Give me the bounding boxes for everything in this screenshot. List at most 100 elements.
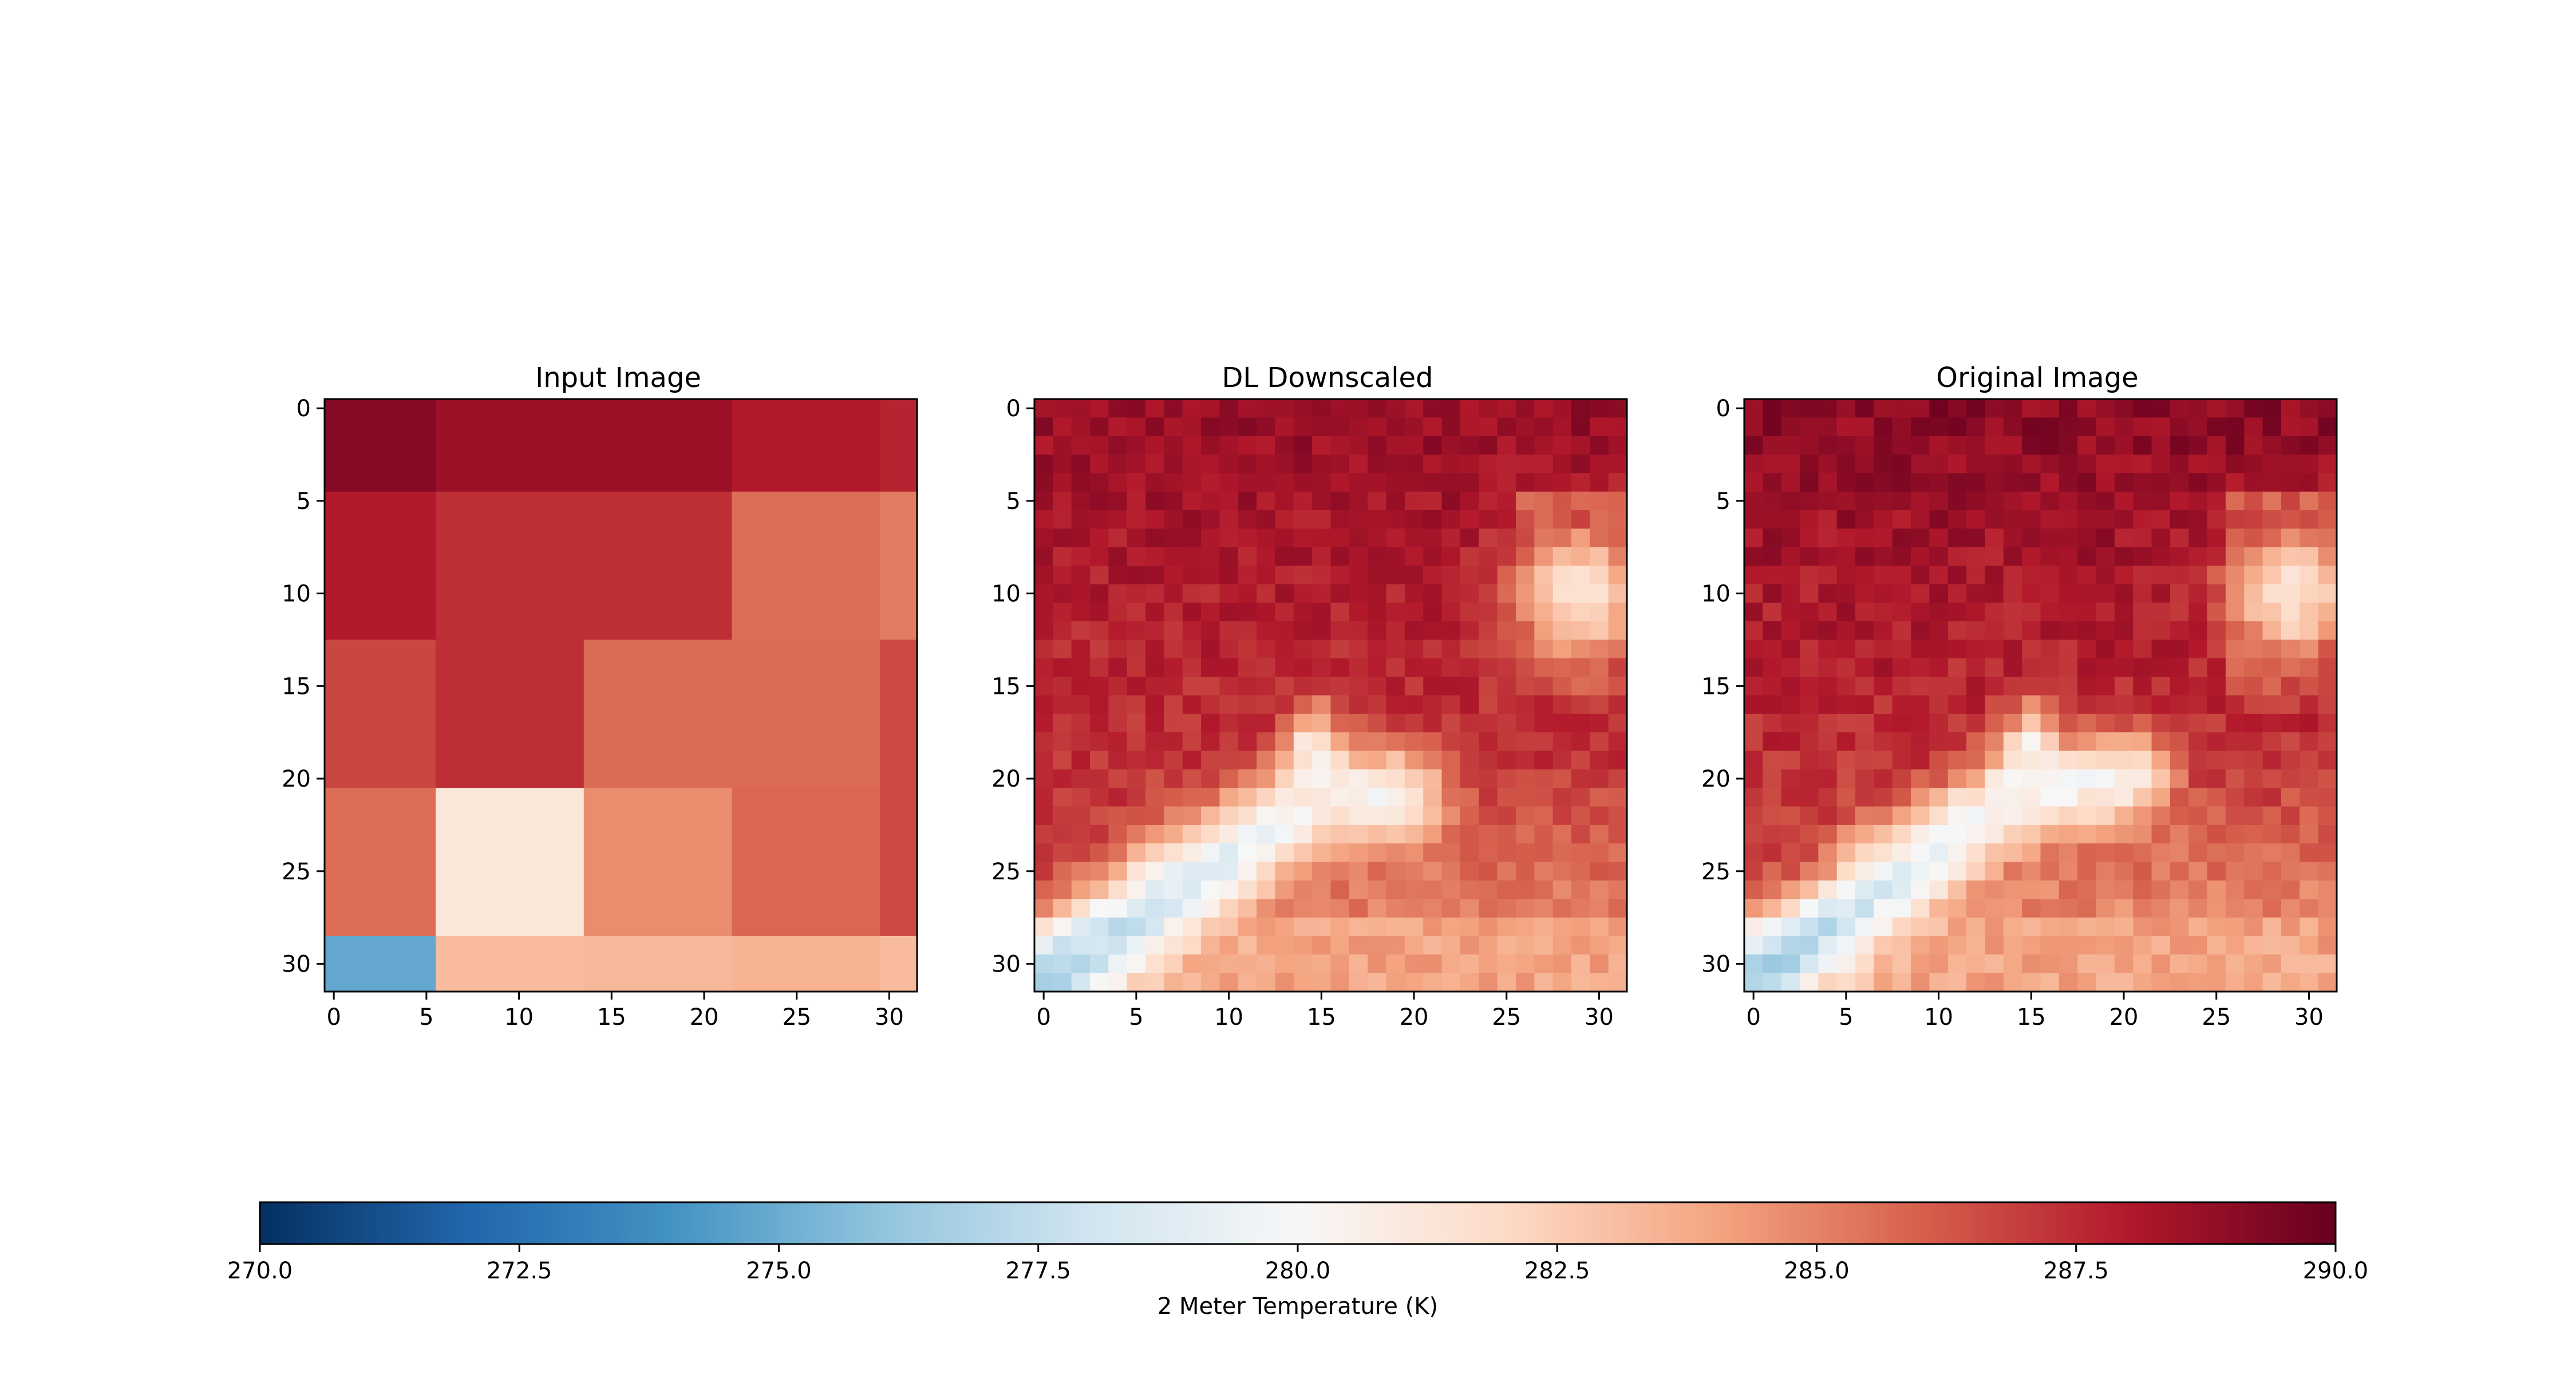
heatmap-cell [1349, 602, 1368, 622]
heatmap-cell [2225, 417, 2245, 437]
heatmap-cell [1108, 695, 1128, 714]
heatmap-cell [2059, 695, 2078, 714]
heatmap-cell [1929, 732, 1949, 752]
heatmap-cell [2133, 566, 2152, 585]
heatmap-cell [1293, 862, 1313, 881]
heatmap-cell [1892, 491, 1911, 511]
heatmap-cell [1386, 639, 1405, 659]
heatmap-cell [1071, 862, 1091, 881]
heatmap-cell [2244, 473, 2263, 492]
heatmap-cell [1855, 436, 1875, 455]
heatmap-cell [1515, 510, 1535, 530]
heatmap-cell [2188, 751, 2208, 770]
heatmap-cell [1911, 528, 1930, 548]
heatmap-cell [1441, 824, 1461, 844]
heatmap-cell [1608, 751, 1627, 770]
heatmap-cell [1257, 566, 1276, 585]
heatmap-cell [1368, 510, 1387, 530]
heatmap-cell [1460, 455, 1479, 473]
heatmap-cell [2170, 935, 2189, 955]
heatmap-cell [1127, 510, 1146, 530]
heatmap-cell [325, 935, 436, 992]
heatmap-cell [1386, 417, 1405, 437]
heatmap-cell [1479, 491, 1498, 511]
heatmap-cell [1201, 880, 1220, 899]
heatmap-cell [2077, 843, 2097, 863]
heatmap-cell [1201, 528, 1220, 548]
heatmap-cell [1441, 473, 1461, 492]
heatmap-cell [1781, 935, 1800, 955]
heatmap-cell [2003, 455, 2022, 473]
heatmap-cell [1201, 843, 1220, 863]
heatmap-cell [1534, 436, 1554, 455]
heatmap-cell [2318, 732, 2337, 752]
heatmap-cell [1515, 824, 1535, 844]
heatmap-cell [1349, 510, 1368, 530]
heatmap-cell [1404, 399, 1424, 418]
heatmap-cell [1108, 602, 1128, 622]
heatmap-cell [1985, 510, 2004, 530]
heatmap-cell [1275, 862, 1294, 881]
heatmap-cell [1966, 954, 1986, 974]
heatmap-cell [1145, 455, 1165, 473]
heatmap-cell [1275, 602, 1294, 622]
heatmap-cell [1201, 862, 1220, 881]
heatmap-cell [1929, 677, 1949, 696]
heatmap-cell [1744, 677, 1763, 696]
heatmap-cell [1571, 677, 1590, 696]
heatmap-cell [2059, 824, 2078, 844]
x-tick-label: 20 [2109, 1004, 2139, 1030]
heatmap-cell [1947, 399, 1967, 418]
heatmap-cell [1312, 824, 1332, 844]
heatmap-cell [1257, 528, 1276, 548]
heatmap-cell [1552, 602, 1572, 622]
heatmap-cell [1441, 769, 1461, 788]
heatmap-cell [2300, 639, 2319, 659]
heatmap-cell [2244, 751, 2263, 770]
heatmap-cell [1219, 399, 1239, 418]
heatmap-cell [2022, 713, 2041, 733]
colorbar-tick-label: 272.5 [487, 1258, 552, 1284]
heatmap-cell [1892, 788, 1911, 807]
heatmap-cell [1781, 732, 1800, 752]
heatmap-cell [2096, 935, 2115, 955]
heatmap-cell [1571, 602, 1590, 622]
heatmap-cell [1855, 751, 1875, 770]
heatmap-cell [2003, 713, 2022, 733]
heatmap-cell [1330, 436, 1350, 455]
heatmap-cell [2114, 843, 2134, 863]
heatmap-cell [2281, 935, 2300, 955]
heatmap-cell [2077, 751, 2097, 770]
heatmap-cell [1423, 713, 1443, 733]
heatmap-cell [1818, 713, 1838, 733]
heatmap-cell [2151, 602, 2171, 622]
heatmap-cell [2262, 455, 2282, 473]
heatmap-cell [2077, 769, 2097, 788]
heatmap-cell [2281, 658, 2300, 677]
heatmap-cell [1892, 880, 1911, 899]
heatmap-cell [2170, 899, 2189, 918]
heatmap-cell [1349, 473, 1368, 492]
heatmap-cell [1238, 547, 1257, 566]
heatmap-cell [1966, 658, 1986, 677]
heatmap-cell [2225, 510, 2245, 530]
heatmap-cell [1090, 417, 1109, 437]
heatmap-cell [2077, 621, 2097, 641]
heatmap-cell [1164, 769, 1183, 788]
heatmap-cell [2096, 788, 2115, 807]
heatmap-cell [2003, 510, 2022, 530]
heatmap-cell [325, 491, 436, 641]
heatmap-cell [2151, 935, 2171, 955]
y-tick-label: 5 [1716, 488, 1730, 515]
heatmap-cell [2077, 658, 2097, 677]
heatmap-cell [2318, 473, 2337, 492]
heatmap-cell [1257, 695, 1276, 714]
heatmap-cell [1818, 862, 1838, 881]
heatmap-cell [1911, 639, 1930, 659]
heatmap-cell [2244, 584, 2263, 603]
heatmap-cell [1985, 751, 2004, 770]
heatmap-cell [1800, 843, 1819, 863]
heatmap-cell [1534, 584, 1554, 603]
heatmap-cell [2059, 769, 2078, 788]
heatmap-cell [2207, 769, 2226, 788]
